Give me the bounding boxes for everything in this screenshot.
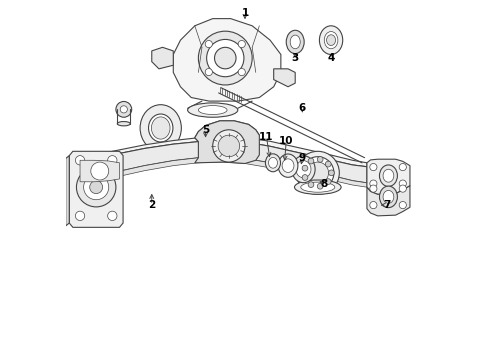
Circle shape — [207, 40, 244, 77]
Circle shape — [325, 179, 331, 184]
Circle shape — [370, 185, 377, 192]
Ellipse shape — [324, 32, 338, 49]
Circle shape — [307, 162, 329, 184]
Circle shape — [399, 180, 406, 187]
Ellipse shape — [383, 190, 394, 203]
Circle shape — [108, 156, 117, 165]
Polygon shape — [367, 159, 410, 194]
Circle shape — [399, 163, 406, 171]
Ellipse shape — [151, 117, 170, 139]
Circle shape — [370, 202, 377, 209]
Circle shape — [218, 135, 240, 157]
Ellipse shape — [294, 180, 341, 194]
Ellipse shape — [117, 122, 130, 126]
Polygon shape — [367, 186, 410, 216]
Ellipse shape — [148, 114, 173, 142]
Ellipse shape — [379, 186, 397, 208]
Circle shape — [76, 167, 116, 207]
Polygon shape — [152, 47, 173, 69]
Circle shape — [84, 175, 109, 200]
Ellipse shape — [282, 159, 294, 172]
Ellipse shape — [383, 169, 394, 182]
Ellipse shape — [198, 105, 227, 114]
Ellipse shape — [188, 103, 238, 117]
Text: 1: 1 — [242, 8, 248, 18]
Text: 8: 8 — [320, 179, 327, 189]
Circle shape — [90, 181, 102, 194]
Ellipse shape — [278, 154, 298, 177]
Text: 5: 5 — [202, 125, 209, 135]
Circle shape — [318, 157, 323, 162]
Text: 2: 2 — [148, 200, 155, 210]
Polygon shape — [195, 121, 259, 163]
Text: 4: 4 — [327, 53, 335, 63]
Text: 9: 9 — [299, 153, 306, 163]
Circle shape — [370, 163, 377, 171]
Circle shape — [198, 31, 252, 85]
Ellipse shape — [290, 35, 300, 49]
Circle shape — [238, 68, 245, 76]
Circle shape — [120, 106, 127, 113]
Circle shape — [302, 175, 308, 180]
Ellipse shape — [292, 156, 315, 183]
Circle shape — [205, 68, 212, 76]
Circle shape — [399, 185, 406, 192]
Circle shape — [75, 211, 85, 221]
Circle shape — [318, 183, 323, 189]
Circle shape — [329, 170, 334, 176]
Polygon shape — [80, 140, 367, 183]
Polygon shape — [173, 19, 281, 101]
Circle shape — [302, 165, 308, 171]
Circle shape — [116, 102, 132, 117]
Circle shape — [296, 151, 339, 194]
Polygon shape — [80, 160, 120, 182]
Ellipse shape — [326, 35, 336, 45]
Circle shape — [238, 40, 245, 48]
Polygon shape — [274, 69, 295, 87]
Ellipse shape — [301, 182, 335, 192]
Circle shape — [399, 202, 406, 209]
Circle shape — [213, 130, 245, 162]
Text: 6: 6 — [299, 103, 306, 113]
Ellipse shape — [269, 157, 277, 168]
Ellipse shape — [266, 154, 280, 172]
Ellipse shape — [296, 161, 311, 178]
Circle shape — [308, 182, 314, 188]
Text: 7: 7 — [383, 200, 391, 210]
Circle shape — [302, 157, 334, 189]
Ellipse shape — [140, 105, 181, 151]
Circle shape — [91, 162, 109, 180]
Polygon shape — [69, 151, 123, 227]
Circle shape — [75, 156, 85, 165]
Circle shape — [370, 180, 377, 187]
Polygon shape — [80, 136, 367, 167]
Circle shape — [215, 47, 236, 69]
Text: 11: 11 — [259, 132, 274, 142]
Circle shape — [205, 40, 212, 48]
Ellipse shape — [286, 30, 304, 54]
Text: 3: 3 — [292, 53, 299, 63]
Text: 10: 10 — [279, 136, 294, 145]
Polygon shape — [195, 121, 259, 144]
Ellipse shape — [379, 165, 397, 186]
Circle shape — [108, 211, 117, 221]
Polygon shape — [66, 156, 69, 226]
Circle shape — [308, 158, 314, 164]
Ellipse shape — [319, 26, 343, 54]
Polygon shape — [80, 157, 367, 187]
Circle shape — [325, 161, 331, 167]
